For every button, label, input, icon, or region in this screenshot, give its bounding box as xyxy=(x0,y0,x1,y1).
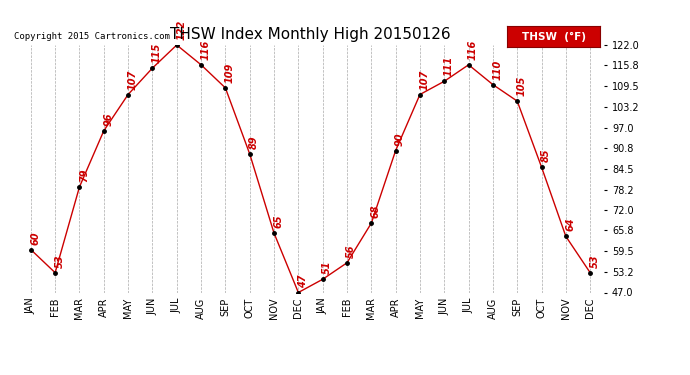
Text: 116: 116 xyxy=(200,40,210,60)
Text: 90: 90 xyxy=(395,132,405,146)
Text: 65: 65 xyxy=(273,214,284,228)
Text: 115: 115 xyxy=(152,43,161,63)
Text: 64: 64 xyxy=(565,218,575,231)
Text: 111: 111 xyxy=(444,56,453,76)
Text: 89: 89 xyxy=(249,135,259,149)
Text: 51: 51 xyxy=(322,261,332,274)
Text: 110: 110 xyxy=(492,59,502,80)
Text: 109: 109 xyxy=(225,63,235,83)
Text: 68: 68 xyxy=(371,205,381,218)
Text: Copyright 2015 Cartronics.com: Copyright 2015 Cartronics.com xyxy=(14,32,170,41)
Text: 116: 116 xyxy=(468,40,478,60)
Text: 122: 122 xyxy=(176,20,186,40)
Text: 53: 53 xyxy=(589,254,600,268)
Text: 105: 105 xyxy=(517,76,526,96)
Text: 53: 53 xyxy=(55,254,65,268)
Text: 47: 47 xyxy=(297,274,308,288)
Text: 107: 107 xyxy=(420,69,429,90)
Text: THSW  (°F): THSW (°F) xyxy=(522,32,586,42)
Text: 56: 56 xyxy=(346,244,356,258)
Text: 96: 96 xyxy=(104,112,113,126)
Text: 60: 60 xyxy=(30,231,40,244)
Text: 107: 107 xyxy=(128,69,137,90)
Text: 79: 79 xyxy=(79,168,89,182)
Text: 85: 85 xyxy=(541,148,551,162)
Title: THSW Index Monthly High 20150126: THSW Index Monthly High 20150126 xyxy=(170,27,451,42)
